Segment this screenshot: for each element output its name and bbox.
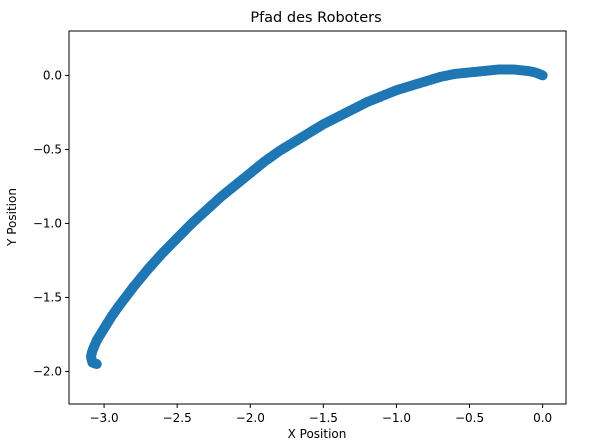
- y-tick-label: −1.0: [33, 216, 62, 230]
- y-tick-label: −2.0: [33, 364, 62, 378]
- x-tick-label: −3.0: [90, 411, 119, 425]
- y-tick-label: −1.5: [33, 290, 62, 304]
- x-axis-label: X Position: [288, 427, 347, 441]
- x-tick-label: −2.5: [163, 411, 192, 425]
- x-tick-label: −1.0: [382, 411, 411, 425]
- x-tick-label: −0.5: [455, 411, 484, 425]
- x-tick-label: −2.0: [236, 411, 265, 425]
- x-tick-label: −1.5: [309, 411, 338, 425]
- y-tick-label: 0.0: [43, 68, 62, 82]
- plot-frame: [68, 30, 567, 405]
- data-points: [85, 64, 548, 370]
- data-point: [91, 359, 102, 370]
- y-axis: 0.0 −0.5 −1.0 −1.5 −2.0: [33, 68, 69, 378]
- y-axis-label: Y Position: [5, 188, 19, 247]
- chart-title: Pfad des Roboters: [250, 10, 381, 26]
- y-tick-label: −0.5: [33, 142, 62, 156]
- x-axis: −3.0 −2.5 −2.0 −1.5 −1.0 −0.5 0.0: [90, 404, 552, 425]
- x-tick-label: 0.0: [533, 411, 552, 425]
